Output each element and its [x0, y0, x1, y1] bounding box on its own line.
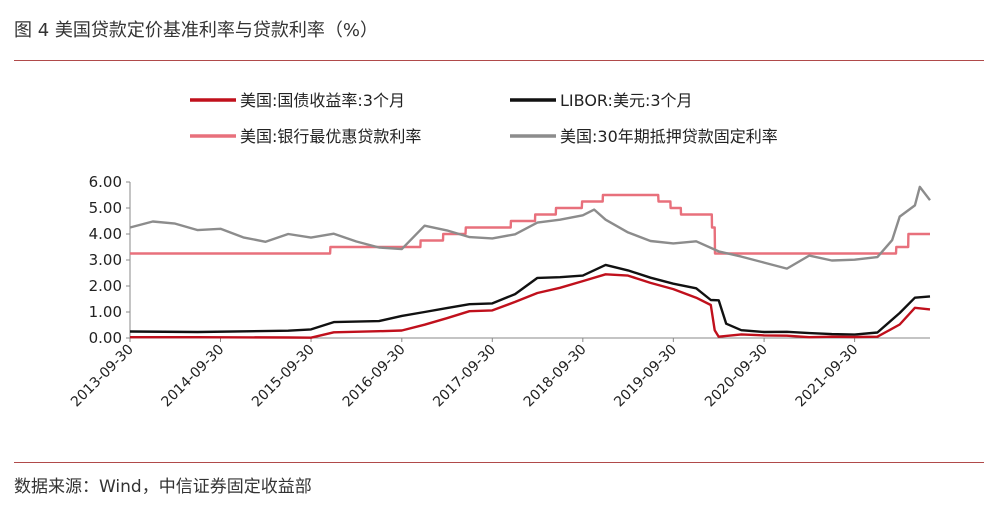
- series-lines: [129, 185, 931, 339]
- x-tick-label: 2013-09-30: [68, 342, 137, 411]
- x-tick-label: 2020-09-30: [702, 342, 771, 411]
- series-line-2: [129, 263, 931, 336]
- series-line-4: [129, 185, 931, 270]
- y-tick-label: 3.00: [89, 251, 122, 269]
- y-tick-label: 6.00: [89, 173, 122, 191]
- y-tick-label: 5.00: [89, 199, 122, 217]
- x-tick-label: 2017-09-30: [430, 342, 499, 411]
- y-tick-label: 4.00: [89, 225, 122, 243]
- series-line-1: [130, 273, 931, 339]
- x-tick-label: 2021-09-30: [793, 342, 862, 411]
- legend-label-4: 美国:30年期抵押贷款固定利率: [560, 127, 778, 146]
- y-tick-label: 1.00: [89, 303, 122, 321]
- axes: 0.00 1.00 2.00 3.00 4.00 5.00 6.00 2013-09-30 20…: [68, 173, 930, 410]
- chart-title: 图 4 美国贷款定价基准利率与贷款利率（%）: [14, 20, 378, 41]
- legend-label-1: 美国:国债收益率:3个月: [240, 91, 405, 110]
- top-divider: [14, 60, 984, 61]
- legend-label-2: LIBOR:美元:3个月: [560, 91, 693, 110]
- x-tick-label: 2019-09-30: [611, 342, 680, 411]
- x-tick-label: 2016-09-30: [340, 342, 409, 411]
- x-tick-label: 2015-09-30: [249, 342, 318, 411]
- x-tick-label: 2018-09-30: [521, 342, 590, 411]
- bottom-divider: [14, 462, 984, 463]
- source-note: 数据来源：Wind，中信证券固定收益部: [14, 477, 312, 497]
- x-tick-label: 2014-09-30: [158, 342, 227, 411]
- y-tick-label: 0.00: [89, 329, 122, 347]
- series-line-3: [130, 193, 930, 255]
- legend-label-3: 美国:银行最优惠贷款利率: [240, 127, 421, 146]
- y-tick-label: 2.00: [89, 277, 122, 295]
